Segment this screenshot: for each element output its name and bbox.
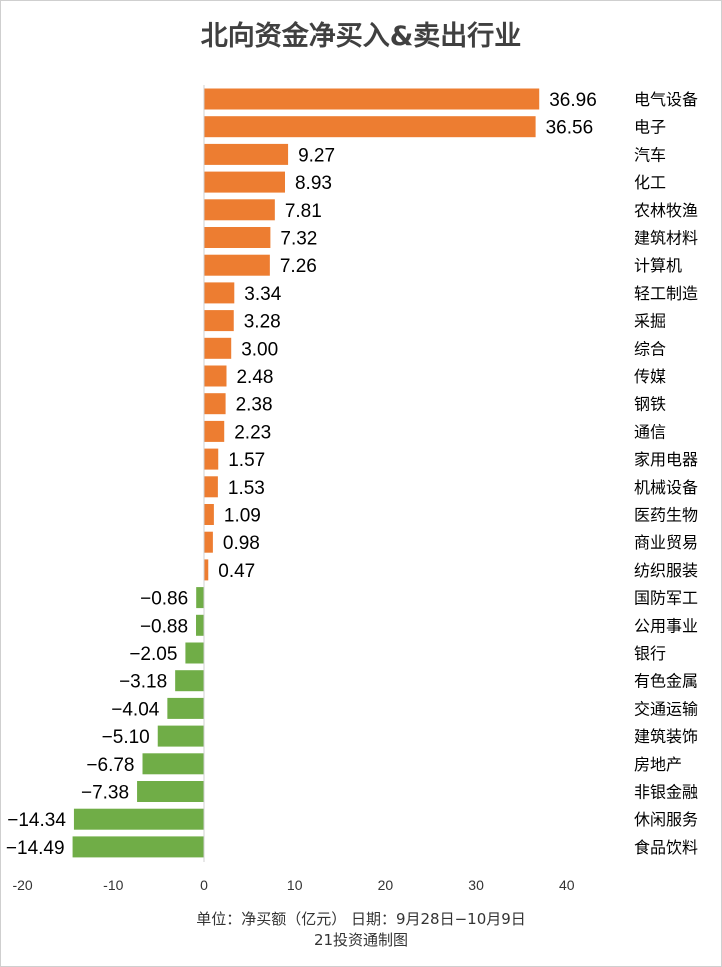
- bar-3: [204, 143, 289, 165]
- value-label-14: 1.57: [228, 450, 265, 471]
- category-label-11: 传媒: [634, 367, 666, 386]
- bar-5: [204, 199, 275, 221]
- category-label-12: 钢铁: [634, 395, 666, 414]
- bar-13: [204, 420, 225, 442]
- category-label-10: 综合: [634, 339, 666, 358]
- category-label-23: 交通运输: [634, 699, 698, 718]
- bar-7: [204, 254, 270, 276]
- bar-21: [185, 642, 204, 664]
- value-label-1: 36.96: [549, 90, 597, 111]
- bar-27: [73, 808, 204, 830]
- bar-28: [72, 836, 204, 858]
- category-label-2: 电子: [634, 118, 666, 137]
- value-label-3: 9.27: [298, 145, 335, 166]
- category-label-16: 医药生物: [634, 506, 698, 525]
- category-label-18: 纺织服装: [634, 561, 698, 580]
- value-label-12: 2.38: [236, 395, 273, 416]
- value-label-19: −0.86: [140, 589, 188, 610]
- bar-11: [204, 365, 227, 387]
- x-tick-label-5: 20: [378, 877, 394, 893]
- value-label-6: 7.32: [280, 229, 317, 250]
- value-label-17: 0.98: [223, 533, 260, 554]
- category-label-27: 休闲服务: [634, 810, 698, 829]
- category-label-17: 商业贸易: [634, 533, 698, 552]
- x-tick-label-1: -20: [12, 877, 32, 893]
- bar-17: [204, 531, 213, 553]
- value-label-10: 3.00: [241, 339, 278, 360]
- bar-25: [142, 753, 204, 775]
- bar-19: [196, 587, 204, 609]
- category-label-1: 电气设备: [634, 90, 698, 109]
- bar-14: [204, 448, 219, 470]
- category-label-14: 家用电器: [634, 450, 698, 469]
- chart-title: 北向资金净买入&卖出行业: [200, 21, 522, 52]
- category-label-15: 机械设备: [634, 478, 698, 497]
- bar-18: [204, 559, 209, 581]
- bar-24: [157, 725, 204, 747]
- value-label-11: 2.48: [236, 367, 273, 388]
- bar-1: [204, 88, 540, 110]
- value-label-20: −0.88: [140, 616, 188, 637]
- value-label-4: 8.93: [295, 173, 332, 194]
- bar-8: [204, 282, 235, 304]
- category-label-20: 公用事业: [634, 616, 698, 635]
- category-label-7: 计算机: [634, 256, 682, 275]
- bar-4: [204, 171, 285, 193]
- value-label-23: −4.04: [111, 699, 160, 720]
- bar-9: [204, 310, 234, 332]
- value-label-24: −5.10: [102, 727, 150, 748]
- category-label-19: 国防军工: [634, 589, 698, 608]
- bar-16: [204, 504, 214, 525]
- bar-2: [204, 116, 536, 138]
- x-tick-label-6: 30: [468, 877, 484, 893]
- value-label-28: −14.49: [6, 838, 65, 859]
- category-label-5: 农林牧渔: [634, 201, 698, 220]
- x-tick-label-3: 0: [200, 877, 208, 893]
- category-label-24: 建筑装饰: [634, 727, 698, 746]
- source-note: 21投资通制图: [313, 931, 409, 949]
- x-tick-label-2: -10: [103, 877, 123, 893]
- x-tick-label-4: 10: [287, 877, 303, 893]
- value-label-22: −3.18: [119, 672, 167, 693]
- value-label-15: 1.53: [228, 478, 265, 499]
- x-tick-label-7: 40: [559, 877, 575, 893]
- value-label-21: −2.05: [129, 644, 177, 665]
- value-label-5: 7.81: [285, 201, 322, 222]
- category-label-13: 通信: [634, 422, 666, 441]
- category-label-21: 银行: [634, 644, 666, 663]
- category-label-8: 轻工制造: [634, 284, 698, 303]
- bar-6: [204, 227, 271, 248]
- value-label-27: −14.34: [7, 810, 66, 831]
- category-label-9: 采掘: [634, 312, 666, 331]
- bar-26: [137, 781, 204, 802]
- bar-15: [204, 476, 218, 498]
- value-label-25: −6.78: [86, 755, 134, 776]
- category-label-6: 建筑材料: [634, 229, 698, 248]
- bar-12: [204, 393, 226, 415]
- bar-22: [175, 670, 204, 692]
- value-label-26: −7.38: [81, 783, 129, 804]
- value-label-8: 3.34: [244, 284, 281, 305]
- value-label-2: 36.56: [546, 118, 594, 139]
- value-label-13: 2.23: [234, 422, 271, 443]
- bar-20: [196, 614, 204, 636]
- unit-date-note: 单位：净买额（亿元） 日期：9月28日−10月9日: [196, 910, 526, 928]
- category-label-26: 非银金融: [634, 783, 698, 802]
- value-label-16: 1.09: [224, 506, 261, 527]
- bar-10: [204, 337, 232, 359]
- category-label-28: 食品饮料: [634, 838, 698, 857]
- value-label-18: 0.47: [218, 561, 255, 582]
- category-label-22: 有色金属: [634, 672, 698, 691]
- category-label-4: 化工: [634, 173, 666, 192]
- bar-23: [167, 697, 204, 719]
- category-label-3: 汽车: [634, 145, 666, 164]
- value-label-7: 7.26: [280, 256, 317, 277]
- value-label-9: 3.28: [244, 312, 281, 333]
- category-label-25: 房地产: [634, 755, 682, 774]
